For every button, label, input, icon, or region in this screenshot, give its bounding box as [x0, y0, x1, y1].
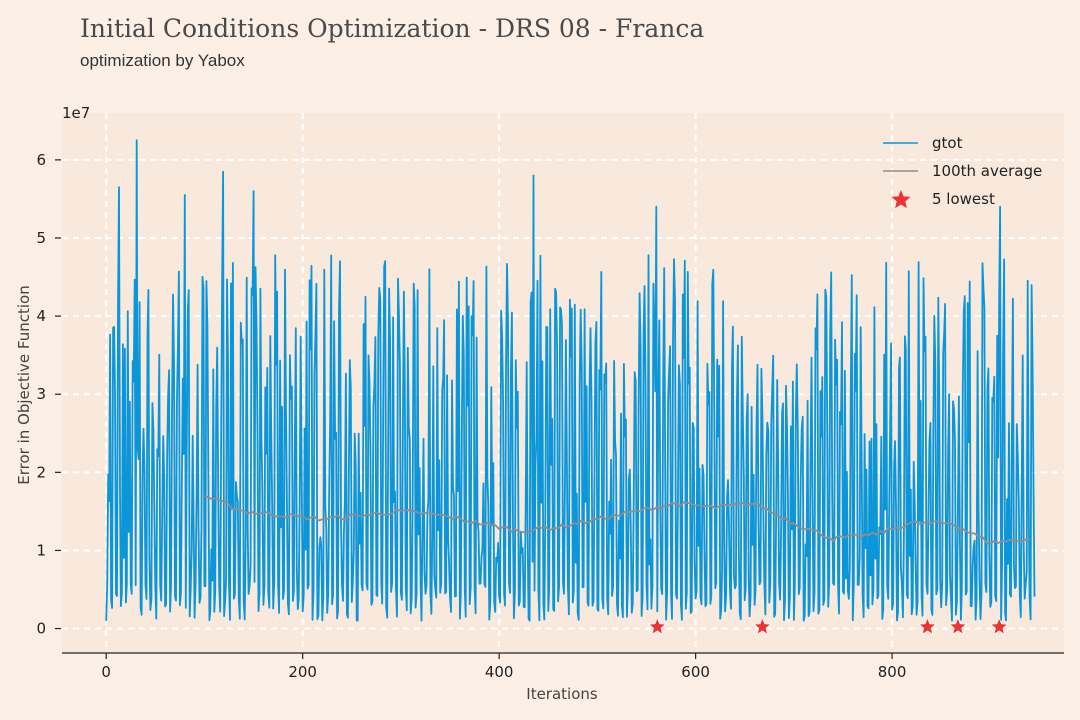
y-multiplier-label: 1e7: [62, 104, 90, 122]
lowest-point-star: [917, 616, 938, 636]
y-axis-label: Error in Objective Function: [15, 285, 33, 484]
y-tick-label: 6: [36, 151, 46, 169]
legend-label-gtot: gtot: [932, 134, 963, 152]
lowest-point-star: [948, 616, 968, 636]
x-axis-label: Iterations: [526, 685, 598, 703]
legend-star-icon: [891, 190, 911, 209]
x-tick-label: 0: [101, 663, 111, 681]
x-axis-ticks: 0 200 400 600 800: [101, 653, 906, 681]
y-tick-label: 4: [36, 307, 46, 325]
series-layer: [105, 139, 1036, 636]
x-tick-label: 600: [681, 663, 710, 681]
y-tick-label: 5: [36, 229, 46, 247]
legend-label-lowest: 5 lowest: [932, 190, 995, 208]
chart-subtitle: optimization by Yabox: [80, 51, 245, 70]
series-average-line: [204, 495, 1030, 545]
x-tick-label: 400: [485, 663, 514, 681]
lowest-point-star: [752, 616, 773, 636]
x-tick-label: 800: [878, 663, 907, 681]
lowest-point-star: [989, 616, 1009, 636]
chart-title: Initial Conditions Optimization - DRS 08…: [80, 14, 705, 43]
legend: gtot 100th average 5 lowest: [883, 134, 1042, 209]
y-axis-ticks: 0 1 2 3 4 5 6: [36, 151, 61, 638]
x-tick-label: 200: [288, 663, 317, 681]
y-tick-label: 1: [36, 541, 46, 559]
y-tick-label: 3: [36, 385, 46, 403]
legend-label-average: 100th average: [932, 162, 1042, 180]
y-tick-label: 0: [36, 620, 46, 638]
y-tick-label: 2: [36, 463, 46, 481]
lowest-point-star: [647, 616, 667, 636]
